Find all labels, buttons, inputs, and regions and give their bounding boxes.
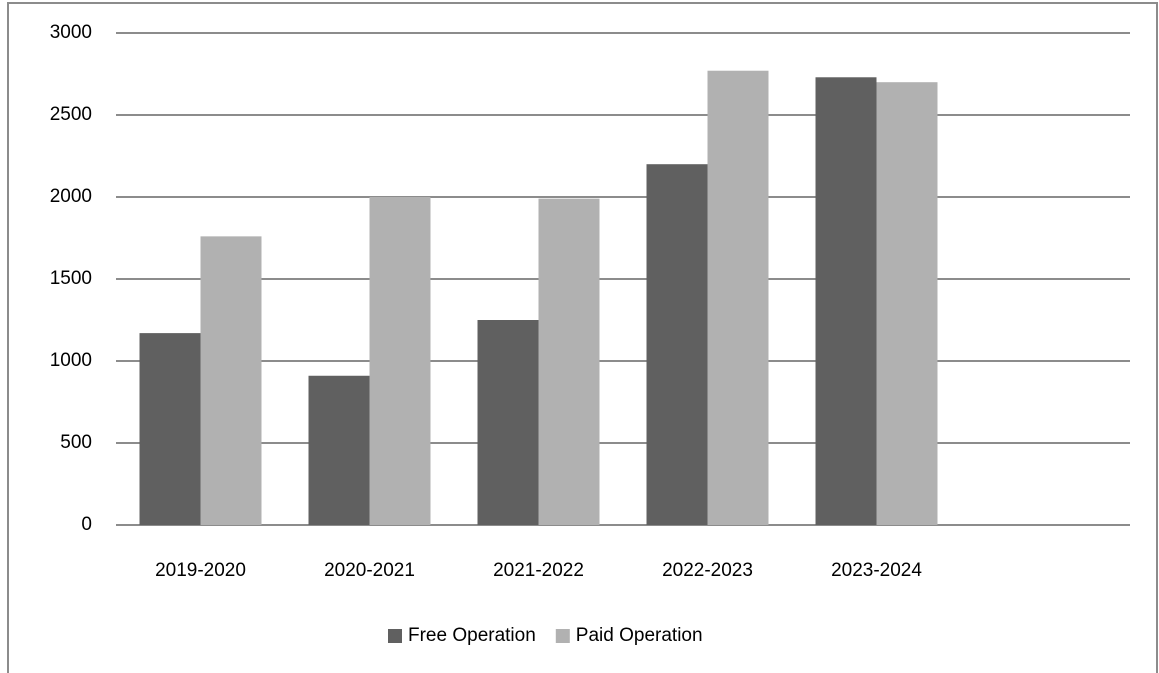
bar (308, 375, 370, 525)
bar (646, 164, 708, 525)
legend-label: Paid Operation (576, 625, 703, 646)
bar (876, 82, 938, 525)
y-tick-label: 2000 (50, 186, 92, 207)
bar (538, 198, 600, 525)
bar (200, 236, 262, 526)
y-tick-label: 2500 (50, 104, 92, 125)
x-tick-label: 2021-2022 (493, 560, 584, 581)
legend-swatch (555, 629, 570, 643)
x-tick-label: 2023-2024 (831, 560, 922, 581)
x-tick-label: 2020-2021 (324, 560, 415, 581)
bar (477, 320, 539, 525)
bar (815, 77, 877, 525)
bar (139, 333, 201, 525)
x-tick-label: 2022-2023 (662, 560, 753, 581)
x-tick-label: 2019-2020 (155, 560, 246, 581)
y-tick-label: 1500 (50, 268, 92, 289)
y-tick-label: 1000 (50, 350, 92, 371)
bar (369, 197, 431, 525)
chart-frame (7, 2, 1158, 673)
y-tick-label: 3000 (50, 22, 92, 43)
legend-label: Free Operation (408, 625, 536, 646)
legend-swatch (388, 629, 402, 643)
bar (707, 70, 769, 525)
y-tick-label: 0 (81, 514, 92, 535)
y-tick-label: 500 (60, 432, 92, 453)
